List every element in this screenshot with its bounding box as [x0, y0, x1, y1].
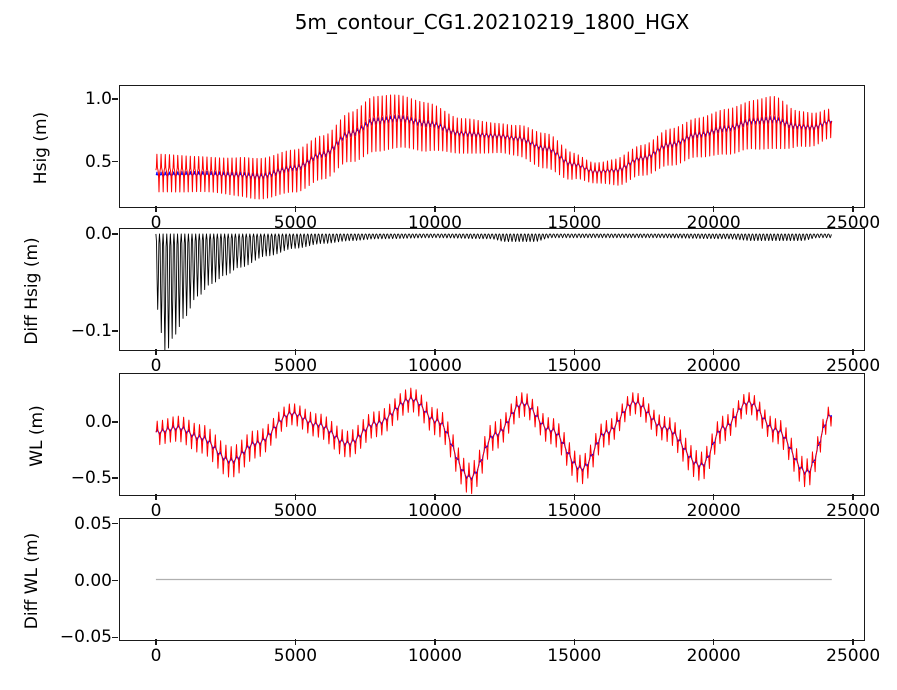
y-tick: [112, 522, 119, 525]
x-tick-label: 10000: [407, 501, 462, 521]
x-tick: [573, 639, 576, 645]
x-tick: [573, 206, 576, 212]
x-tick-label: 20000: [686, 356, 741, 376]
series-diff-hsig-black: [155, 233, 832, 350]
y-tick-label: 0.00: [74, 570, 112, 591]
x-tick-label: 0: [150, 501, 162, 521]
x-tick-label: 5000: [273, 356, 318, 376]
y-tick-label: 0.0: [84, 224, 112, 244]
y-axis-label-hsig: Hsig (m): [31, 111, 51, 184]
y-tick: [112, 579, 119, 582]
x-tick: [712, 206, 715, 212]
x-tick-label: 5000: [273, 646, 318, 666]
plot-area-diff-wl: [155, 578, 832, 581]
x-tick: [434, 639, 436, 645]
x-tick-label: 0: [150, 213, 162, 233]
x-tick-label: 25000: [826, 501, 881, 521]
y-axis-label-diff-wl: Diff WL (m): [22, 532, 42, 629]
y-tick-label: 0.0: [84, 412, 112, 432]
y-tick-label: −0.5: [70, 468, 112, 489]
x-tick: [294, 494, 297, 500]
x-tick-label: 25000: [826, 356, 881, 376]
plot-area-hsig: [155, 94, 833, 200]
x-tick: [294, 206, 297, 212]
x-tick: [712, 349, 715, 355]
y-tick: [112, 477, 119, 479]
x-tick-label: 15000: [547, 356, 602, 376]
y-tick: [112, 233, 119, 235]
y-tick: [112, 160, 119, 163]
x-tick: [155, 206, 157, 212]
y-tick: [112, 421, 119, 423]
x-tick-label: 5000: [273, 501, 318, 521]
subplot-diff-hsig: 0 5000 10000 15000 20000 25000 0.0 −0.1 Diff Hsi…: [22, 224, 880, 376]
x-tick-label: 0: [150, 646, 162, 666]
y-tick: [112, 636, 119, 639]
y-tick-label: 0.5: [84, 151, 112, 172]
x-tick-label: 15000: [547, 646, 602, 666]
y-tick: [112, 98, 119, 100]
x-tick-label: 0: [150, 356, 162, 376]
x-tick: [294, 349, 297, 355]
y-tick: [112, 330, 119, 332]
x-tick: [852, 639, 854, 645]
plot-area-diff-hsig: [155, 233, 832, 350]
series-wl-red: [155, 387, 833, 495]
y-axis-label-wl: WL (m): [27, 404, 47, 467]
series-hsig-red: [155, 94, 833, 200]
x-tick-label: 25000: [826, 646, 881, 666]
y-tick-label: 0.05: [74, 513, 112, 534]
x-tick: [852, 494, 854, 500]
x-tick: [434, 206, 436, 212]
x-tick-label: 15000: [547, 501, 602, 521]
x-tick: [573, 494, 576, 500]
subplot-wl: 0 5000 10000 15000 20000 25000 0.0 −0.5 WL (m): [27, 373, 880, 521]
x-tick: [434, 494, 436, 500]
x-tick: [712, 639, 715, 645]
y-tick-label: −0.1: [70, 321, 112, 342]
x-tick: [852, 349, 854, 355]
x-tick-label: 10000: [407, 646, 462, 666]
x-tick-label: 20000: [686, 501, 741, 521]
x-tick: [434, 349, 436, 355]
x-tick: [852, 206, 854, 212]
subplot-diff-wl: 0 5000 10000 15000 20000 25000 0.05 0.00 −0.05 Di…: [22, 514, 880, 666]
plot-area-wl: [155, 387, 833, 495]
x-tick-label: 20000: [686, 646, 741, 666]
x-tick: [155, 349, 157, 355]
x-tick: [155, 639, 157, 645]
x-tick: [294, 639, 297, 645]
chart-title: 5m_contour_CG1.20210219_1800_HGX: [294, 10, 690, 34]
subplot-hsig: 0 5000 10000 15000 20000 25000 0.5 1.0 Hsig (m): [31, 85, 880, 233]
y-axis-label-diff-hsig: Diff Hsig (m): [22, 236, 42, 345]
y-tick-label: −0.05: [59, 627, 112, 648]
x-tick-label: 10000: [407, 356, 462, 376]
y-tick-label: 1.0: [84, 89, 112, 110]
x-tick: [712, 494, 715, 500]
x-tick: [573, 349, 576, 355]
x-tick: [155, 494, 157, 500]
